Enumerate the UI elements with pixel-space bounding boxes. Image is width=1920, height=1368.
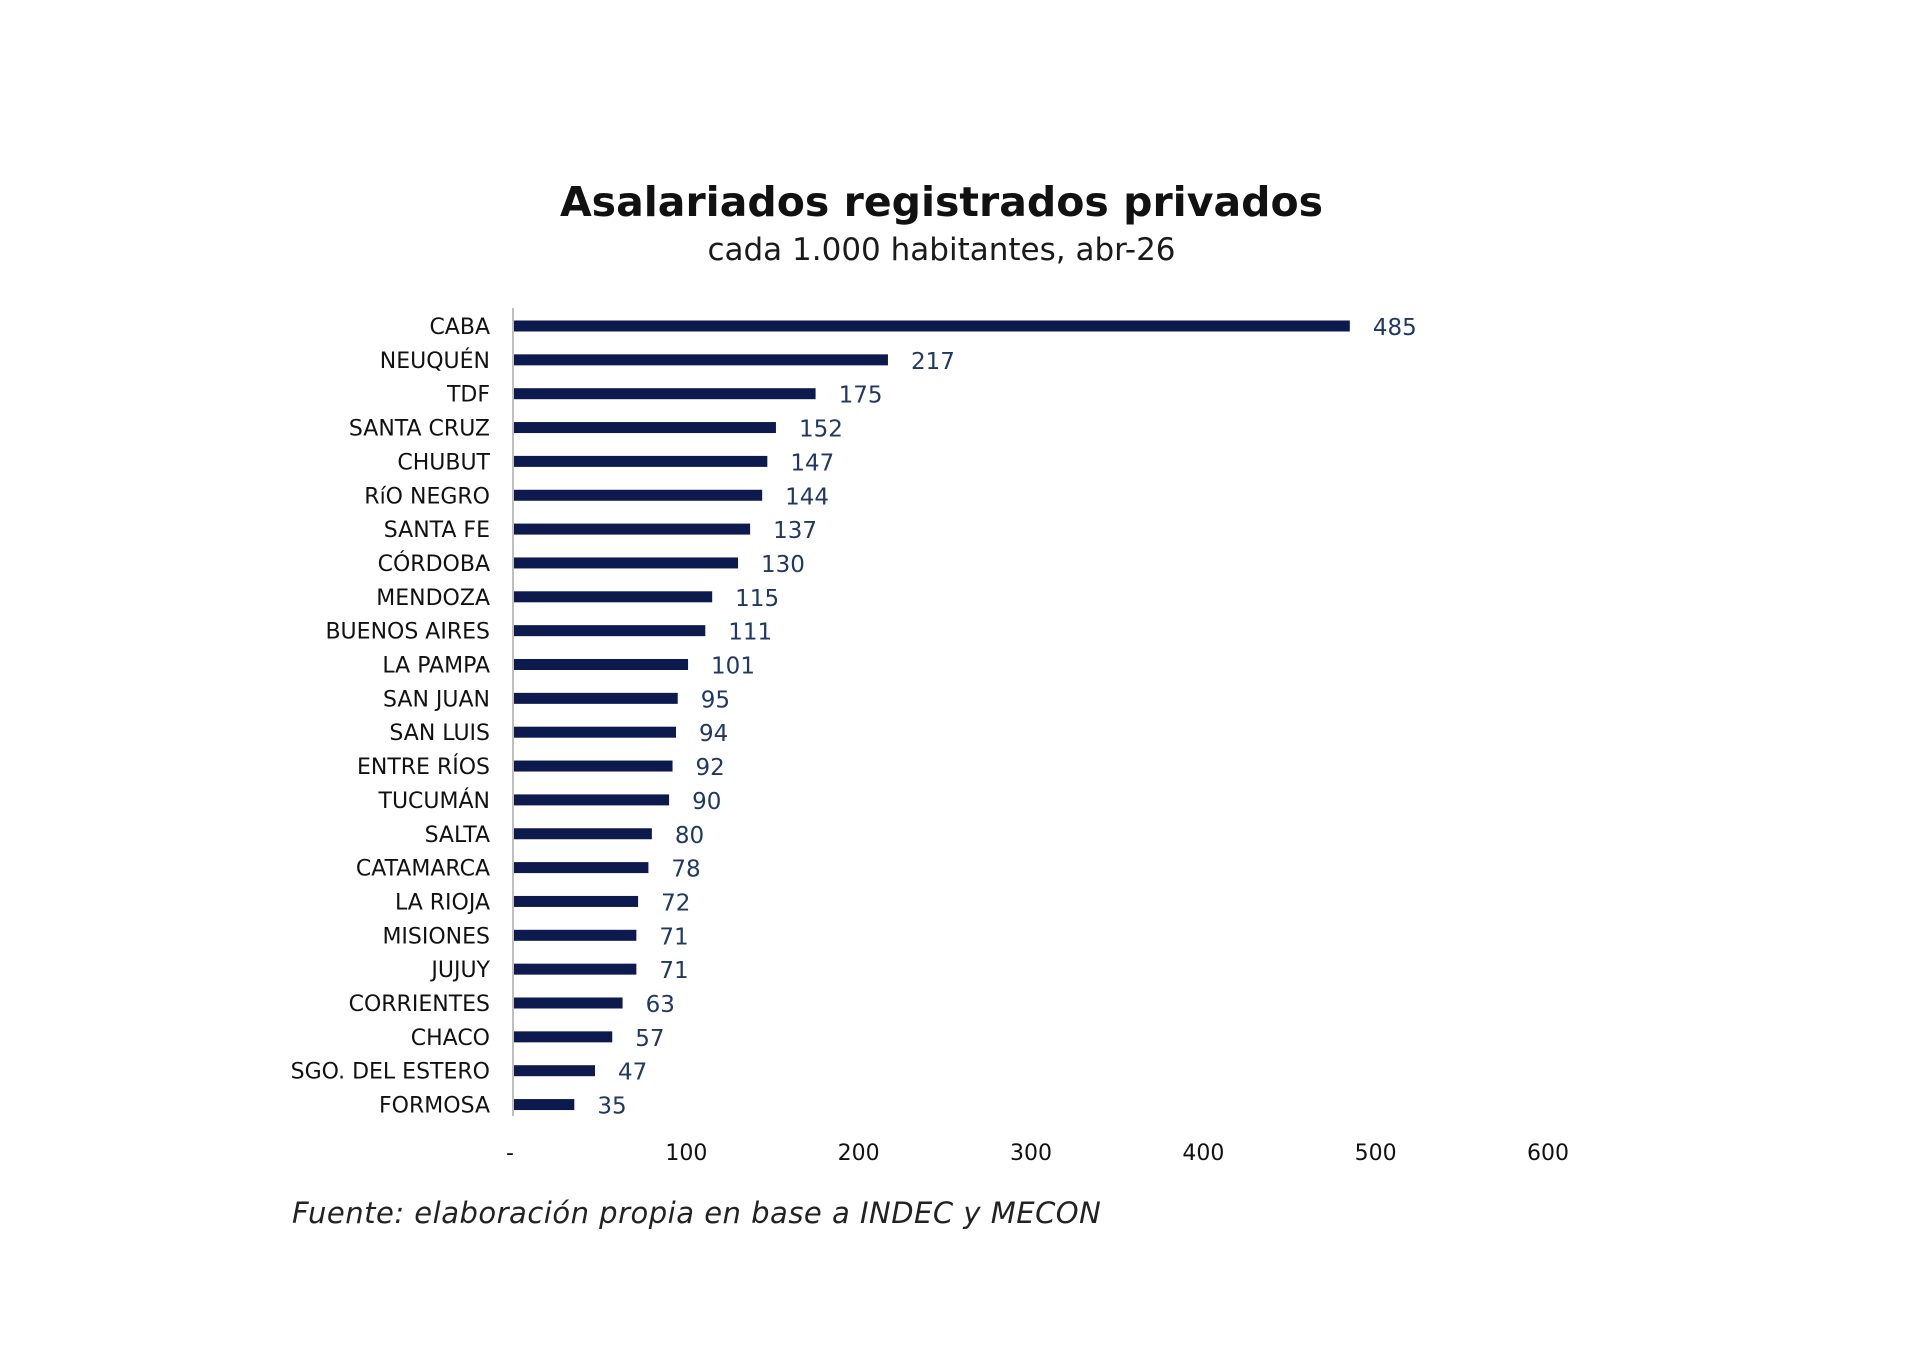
data-label: 217	[911, 349, 955, 375]
data-label: 78	[671, 857, 700, 883]
bar	[514, 1031, 613, 1043]
category-label: JUJUY	[429, 958, 490, 983]
category-label: TDF	[446, 383, 490, 408]
data-label: 47	[618, 1060, 647, 1086]
category-label: SAN LUIS	[389, 721, 490, 746]
data-label: 144	[785, 484, 829, 510]
data-label: 111	[728, 620, 772, 646]
category-label: CATAMARCA	[356, 857, 490, 882]
bar	[514, 388, 816, 400]
chart-title: Asalariados registrados privados	[559, 178, 1324, 226]
bar	[514, 1099, 575, 1111]
category-label: SANTA CRUZ	[349, 417, 490, 442]
bar	[514, 895, 639, 907]
source-note: Fuente: elaboración propia en base a IND…	[292, 1196, 1102, 1230]
bar	[514, 422, 776, 434]
category-label: CHACO	[411, 1026, 490, 1051]
bar	[514, 726, 676, 738]
category-label: NEUQUÉN	[380, 348, 490, 374]
bar	[514, 591, 713, 603]
data-label: 92	[696, 755, 725, 781]
category-label: CORRIENTES	[349, 992, 490, 1017]
bar	[514, 1065, 595, 1077]
category-label: MENDOZA	[376, 586, 490, 611]
x-tick-label: 300	[1010, 1141, 1052, 1166]
category-label: SGO. DEL ESTERO	[291, 1060, 490, 1085]
category-label: CÓRDOBA	[378, 551, 490, 577]
category-label: SAN JUAN	[383, 687, 490, 712]
bar	[514, 963, 637, 975]
bar	[514, 557, 739, 569]
bar	[514, 794, 670, 806]
data-label: 71	[659, 958, 688, 984]
data-label: 63	[646, 992, 675, 1018]
bar	[514, 455, 768, 467]
category-label: RíO NEGRO	[364, 484, 490, 509]
category-label: CHUBUT	[397, 450, 490, 475]
category-label: ENTRE RÍOS	[357, 754, 490, 780]
category-label: SANTA FE	[384, 518, 490, 543]
data-label: 95	[701, 687, 730, 713]
data-label: 175	[839, 383, 883, 409]
bar	[514, 354, 888, 366]
data-label: 147	[790, 450, 834, 476]
bar	[514, 320, 1350, 332]
data-label: 71	[659, 924, 688, 950]
chart-subtitle: cada 1.000 habitantes, abr-26	[707, 232, 1176, 268]
data-label: 130	[761, 552, 805, 578]
x-tick-label: 100	[665, 1141, 707, 1166]
category-label: CABA	[429, 315, 490, 340]
bar	[514, 997, 623, 1009]
data-label: 101	[711, 654, 755, 680]
data-label: 115	[735, 586, 779, 612]
data-label: 72	[661, 890, 690, 916]
bars-layer: CABA 485 NEUQUÉN 217 TDF 175 SANTA CRUZ 152 CHUB…	[291, 315, 1417, 1120]
bar	[514, 929, 637, 941]
bar	[514, 659, 689, 670]
category-label: MISIONES	[382, 924, 490, 949]
x-tick-label: 500	[1355, 1141, 1397, 1166]
bar	[514, 523, 751, 535]
bar	[514, 489, 763, 501]
x-tick-label: 200	[838, 1141, 880, 1166]
bar	[514, 828, 652, 840]
data-label: 485	[1373, 315, 1417, 341]
bar	[514, 692, 678, 704]
bar	[514, 760, 673, 772]
data-label: 80	[675, 823, 704, 849]
category-label: TUCUMÁN	[378, 788, 491, 814]
data-label: 90	[692, 789, 721, 815]
category-label: LA RIOJA	[395, 890, 490, 915]
category-label: BUENOS AIRES	[325, 620, 490, 645]
x-axis-ticks: - 100 200 300 400 500 600	[506, 1141, 1569, 1166]
category-label: SALTA	[425, 823, 490, 848]
bar	[514, 625, 706, 637]
data-label: 35	[597, 1094, 626, 1120]
x-tick-label: 400	[1182, 1141, 1224, 1166]
category-label: FORMOSA	[379, 1094, 490, 1119]
x-tick-label: -	[506, 1141, 514, 1166]
x-tick-label: 600	[1527, 1141, 1569, 1166]
category-label: LA PAMPA	[382, 654, 490, 679]
data-label: 57	[635, 1026, 664, 1052]
data-label: 152	[799, 417, 843, 443]
data-label: 94	[699, 721, 728, 747]
bar	[514, 862, 649, 874]
data-label: 137	[773, 518, 817, 544]
